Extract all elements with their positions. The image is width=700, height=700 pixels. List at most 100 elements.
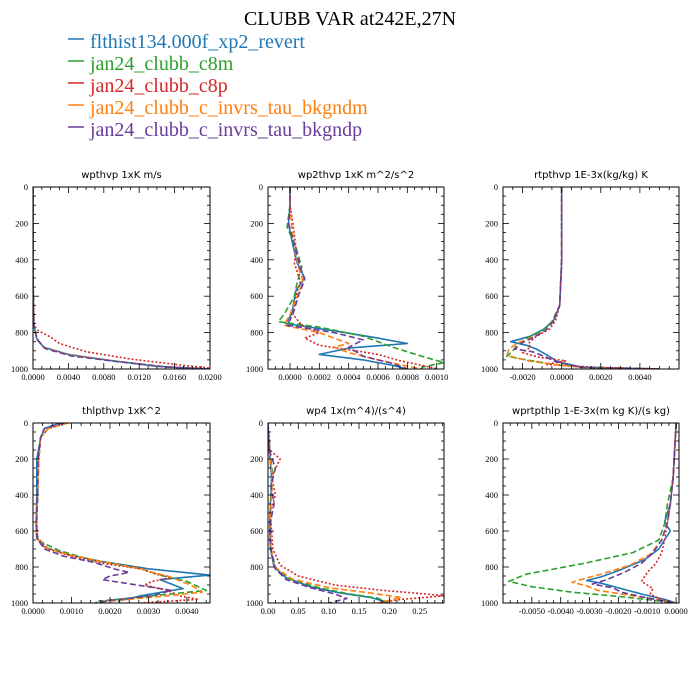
y-tick-label: 600 [250,291,263,301]
x-tick-label: 0.0000 [664,606,687,616]
y-tick-label: 400 [15,490,28,500]
x-tick-label: 0.00 [261,606,276,616]
y-tick-label: 400 [15,255,28,265]
y-tick-label: 600 [485,526,498,536]
series-line [591,423,677,603]
series-line [571,423,677,603]
x-tick-label: 0.0002 [308,372,331,382]
series-line [507,423,677,603]
x-tick-label: 0.0008 [396,372,419,382]
y-tick-label: 0 [24,182,28,192]
y-tick-label: 0 [494,418,498,428]
y-tick-label: 0 [494,182,498,192]
y-tick-label: 200 [250,218,263,228]
y-tick-label: 800 [250,562,263,572]
x-tick-label: -0.0030 [576,606,602,616]
y-tick-label: 200 [15,454,28,464]
legend-label: jan24_clubb_c_invrs_tau_bkgndm [89,97,368,119]
y-tick-label: 600 [250,526,263,536]
x-tick-label: 0.0010 [425,372,448,382]
x-tick-label: -0.0020 [509,372,535,382]
chart-panel: wprtpthlp 1-E-3x(m kg K)/(s kg) 0 200 400 60… [481,406,688,616]
y-tick-label: 1000 [11,364,28,374]
x-tick-label: 0.0000 [550,372,573,382]
panel-title: wp2thvp 1xK m^2/s^2 [298,170,414,181]
y-tick-label: 600 [15,291,28,301]
x-tick-label: 0.0000 [21,372,44,382]
series-group [277,187,444,369]
x-tick-label: 0.0160 [163,372,186,382]
chart-panel: wp2thvp 1xK m^2/s^2 0 200 400 600 800 1000 0.00… [246,170,448,382]
x-tick-label: -0.0010 [634,606,660,616]
x-tick-label: 0.10 [321,606,336,616]
y-tick-label: 200 [485,454,498,464]
legend-label: flthist134.000f_xp2_revert [90,31,305,53]
y-tick-label: 800 [485,328,498,338]
x-tick-label: 0.25 [412,606,427,616]
series-line [286,187,408,369]
legend-label: jan24_clubb_c8p [89,75,228,97]
x-tick-label: 0.0000 [278,372,301,382]
series-line [35,423,204,603]
y-tick-label: 200 [485,218,498,228]
x-tick-label: 0.0000 [21,606,44,616]
y-tick-label: 200 [250,454,263,464]
series-line [284,187,409,369]
panel-title: wpthvp 1xK m/s [81,170,162,181]
x-tick-label: 0.15 [352,606,367,616]
series-line [33,187,210,369]
series-group [506,187,660,369]
x-tick-label: 0.0040 [57,372,80,382]
y-tick-label: 400 [250,490,263,500]
y-tick-label: 600 [485,291,498,301]
series-line [585,423,677,603]
y-tick-label: 400 [485,255,498,265]
x-tick-label: 0.0004 [337,372,361,382]
y-tick-label: 1000 [246,364,263,374]
y-tick-label: 1000 [11,598,28,608]
legend-label: jan24_clubb_c8m [89,53,234,75]
y-tick-label: 1000 [246,598,263,608]
x-tick-label: 0.0040 [628,372,651,382]
x-tick-label: 0.20 [382,606,397,616]
y-tick-label: 1000 [481,364,498,374]
x-tick-label: 0.0120 [128,372,151,382]
y-tick-label: 400 [485,490,498,500]
legend: flthist134.000f_xp2_revertjan24_clubb_c8… [68,31,368,141]
series-line [33,187,210,369]
x-tick-label: 0.0030 [137,606,160,616]
series-group [507,423,677,603]
y-tick-label: 1000 [481,598,498,608]
y-tick-label: 600 [15,526,28,536]
x-tick-label: 0.0080 [92,372,115,382]
y-tick-label: 800 [15,562,28,572]
x-tick-label: -0.0020 [605,606,631,616]
series-line [289,187,437,369]
y-tick-label: 800 [15,328,28,338]
x-tick-label: 0.0200 [198,372,221,382]
x-tick-label: -0.0040 [548,606,574,616]
series-group [268,423,444,603]
y-tick-label: 400 [250,255,263,265]
series-line [35,423,207,602]
panel-title: rtpthvp 1E-3x(kg/kg) K [534,170,648,181]
y-tick-label: 800 [485,562,498,572]
legend-label: jan24_clubb_c_invrs_tau_bkgndp [89,119,362,141]
panel-title: thlpthvp 1xK^2 [82,406,161,417]
chart-panel: rtpthvp 1E-3x(kg/kg) K 0 200 400 600 800 1000 -… [481,170,680,382]
figure-title: CLUBB VAR at242E,27N [244,8,456,30]
y-tick-label: 0 [24,418,28,428]
series-line [513,187,660,369]
panel-title: wp4 1x(m^4)/(s^4) [306,406,406,417]
series-group [33,187,210,369]
y-tick-label: 0 [259,418,263,428]
x-tick-label: 0.0020 [589,372,612,382]
x-tick-label: 0.0010 [60,606,83,616]
x-tick-label: 0.05 [291,606,306,616]
x-tick-label: 0.0020 [98,606,121,616]
series-line [35,423,173,603]
